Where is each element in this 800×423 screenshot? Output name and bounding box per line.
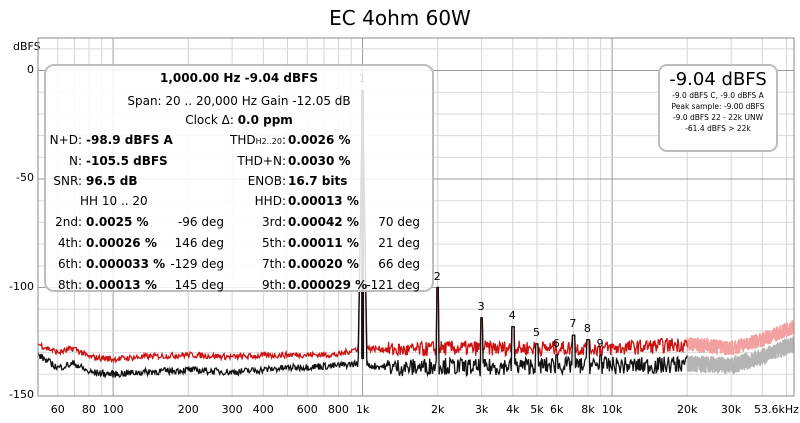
level-peak-sample: Peak sample: -9.00 dBFS	[671, 102, 765, 111]
x-tick-label: 53.6kHz	[754, 403, 799, 416]
x-tick-label: 600	[296, 403, 318, 416]
harmonic-label: 3	[477, 299, 485, 313]
enob-value: 16.7 bits	[288, 174, 348, 188]
y-tick-label: 0	[27, 62, 34, 76]
harmonic-row-value: 0.000029 %	[288, 278, 368, 292]
plot-border	[37, 37, 795, 397]
hhd-label: HHD:	[254, 194, 286, 208]
harmonic-row-value: 0.00020 %	[288, 257, 359, 271]
x-tick-label: 2k	[431, 403, 445, 416]
n-value: -105.5 dBFS	[86, 154, 168, 168]
harmonic-row-phase: 66 deg	[378, 257, 420, 271]
snr-label: SNR:	[53, 174, 82, 188]
harmonic-row-phase: 145 deg	[174, 278, 224, 292]
harmonic-label: 9	[596, 336, 604, 350]
x-tick-label: 100	[102, 403, 124, 416]
harmonic-row-phase: 21 deg	[378, 236, 420, 250]
x-tick-label: 8k	[581, 403, 595, 416]
harmonic-row-phase: 70 deg	[378, 215, 420, 229]
thdn-label: THD+N:	[237, 154, 286, 168]
level-above-22k: -61.4 dBFS > 22k	[685, 124, 751, 133]
readout-clock: Clock Δ: 0.0 ppm	[46, 113, 432, 127]
harmonic-row-label: 9th:	[262, 278, 286, 292]
harmonic-row-label: 4th:	[58, 236, 82, 250]
harmonic-label: 4	[508, 308, 516, 322]
x-tick-label: 6k	[550, 403, 564, 416]
clock-value: 0.0 ppm	[237, 113, 293, 127]
y-tick-label: -50	[16, 171, 34, 185]
harmonic-label: 5	[532, 325, 540, 339]
trace-red-extension	[686, 320, 795, 356]
enob-label: ENOB:	[247, 174, 286, 188]
harmonic-row-label: 3rd:	[261, 215, 286, 229]
level-weighted: -9.0 dBFS C, -9.0 dBFS A	[672, 91, 764, 100]
harmonic-row-label: 5th:	[262, 236, 286, 250]
hhd-value: 0.00013 %	[288, 194, 359, 208]
trace-black-extension	[686, 336, 795, 376]
harmonic-row-label: 7th:	[262, 257, 286, 271]
harmonic-row-value: 0.000033 %	[86, 257, 166, 271]
x-tick-label: 3k	[474, 403, 489, 416]
thd-label: THDH2..20:	[229, 133, 286, 147]
distortion-readout-panel: 1,000.00 Hz -9.04 dBFS Span: 20 .. 20,00…	[44, 64, 434, 292]
harmonic-row-phase: -129 deg	[170, 257, 224, 271]
hh-label: HH 10 .. 20	[80, 194, 148, 208]
snr-value: 96.5 dB	[86, 174, 138, 188]
readout-frequency-level: 1,000.00 Hz -9.04 dBFS	[160, 71, 318, 85]
level-meter-box: -9.04 dBFS -9.0 dBFS C, -9.0 dBFS A Peak…	[658, 64, 778, 152]
x-tick-label: 30k	[720, 403, 742, 416]
nd-label: N+D:	[49, 133, 82, 147]
harmonic-row-phase: -96 deg	[177, 215, 224, 229]
harmonic-label: 7	[569, 317, 577, 331]
harmonic-label: 2	[433, 269, 441, 283]
y-axis-label: dBFS	[13, 40, 41, 53]
x-tick-label: 400	[252, 403, 274, 416]
y-tick-label: -150	[9, 388, 34, 401]
n-label: N:	[68, 154, 82, 168]
level-main-value: -9.04 dBFS	[669, 69, 767, 90]
x-tick-label: 60	[50, 403, 65, 416]
harmonic-row-value: 0.00011 %	[288, 236, 359, 250]
x-tick-label: 10k	[601, 403, 623, 416]
harmonic-row-phase: 146 deg	[174, 236, 224, 250]
harmonic-row-value: 0.00026 %	[86, 236, 157, 250]
chart-title: EC 4ohm 60W	[329, 6, 471, 30]
harmonic-row-label: 6th:	[58, 257, 82, 271]
y-tick-label: -100	[9, 279, 34, 293]
harmonic-label: 8	[583, 321, 591, 335]
x-tick-label: 80	[81, 403, 96, 416]
x-tick-label: 1k	[355, 403, 370, 416]
x-tick-label: 800	[327, 403, 349, 416]
thdn-value: 0.0030 %	[288, 154, 351, 168]
harmonic-row-value: 0.00013 %	[86, 278, 157, 292]
x-tick-label: 5k	[530, 403, 544, 416]
harmonic-row-label: 8th:	[58, 278, 82, 292]
x-tick-label: 20k	[676, 403, 698, 416]
harmonic-row-value: 0.0025 %	[86, 215, 149, 229]
readout-span-gain: Span: 20 .. 20,000 Hz Gain -12.05 dB	[127, 94, 351, 108]
x-tick-label: 200	[177, 403, 199, 416]
level-unweighted: -9.0 dBFS 22 - 22k UNW	[672, 113, 764, 122]
clock-label: Clock Δ:	[185, 113, 234, 127]
thd-value: 0.0026 %	[288, 133, 351, 147]
x-tick-label: 300	[221, 403, 243, 416]
harmonic-label: 6	[552, 336, 560, 350]
harmonic-row-phase: -121 deg	[366, 278, 420, 292]
harmonic-row-label: 2nd:	[55, 215, 82, 229]
harmonic-row-value: 0.00042 %	[288, 215, 359, 229]
nd-value: -98.9 dBFS A	[86, 133, 173, 147]
x-tick-label: 4k	[506, 403, 520, 416]
